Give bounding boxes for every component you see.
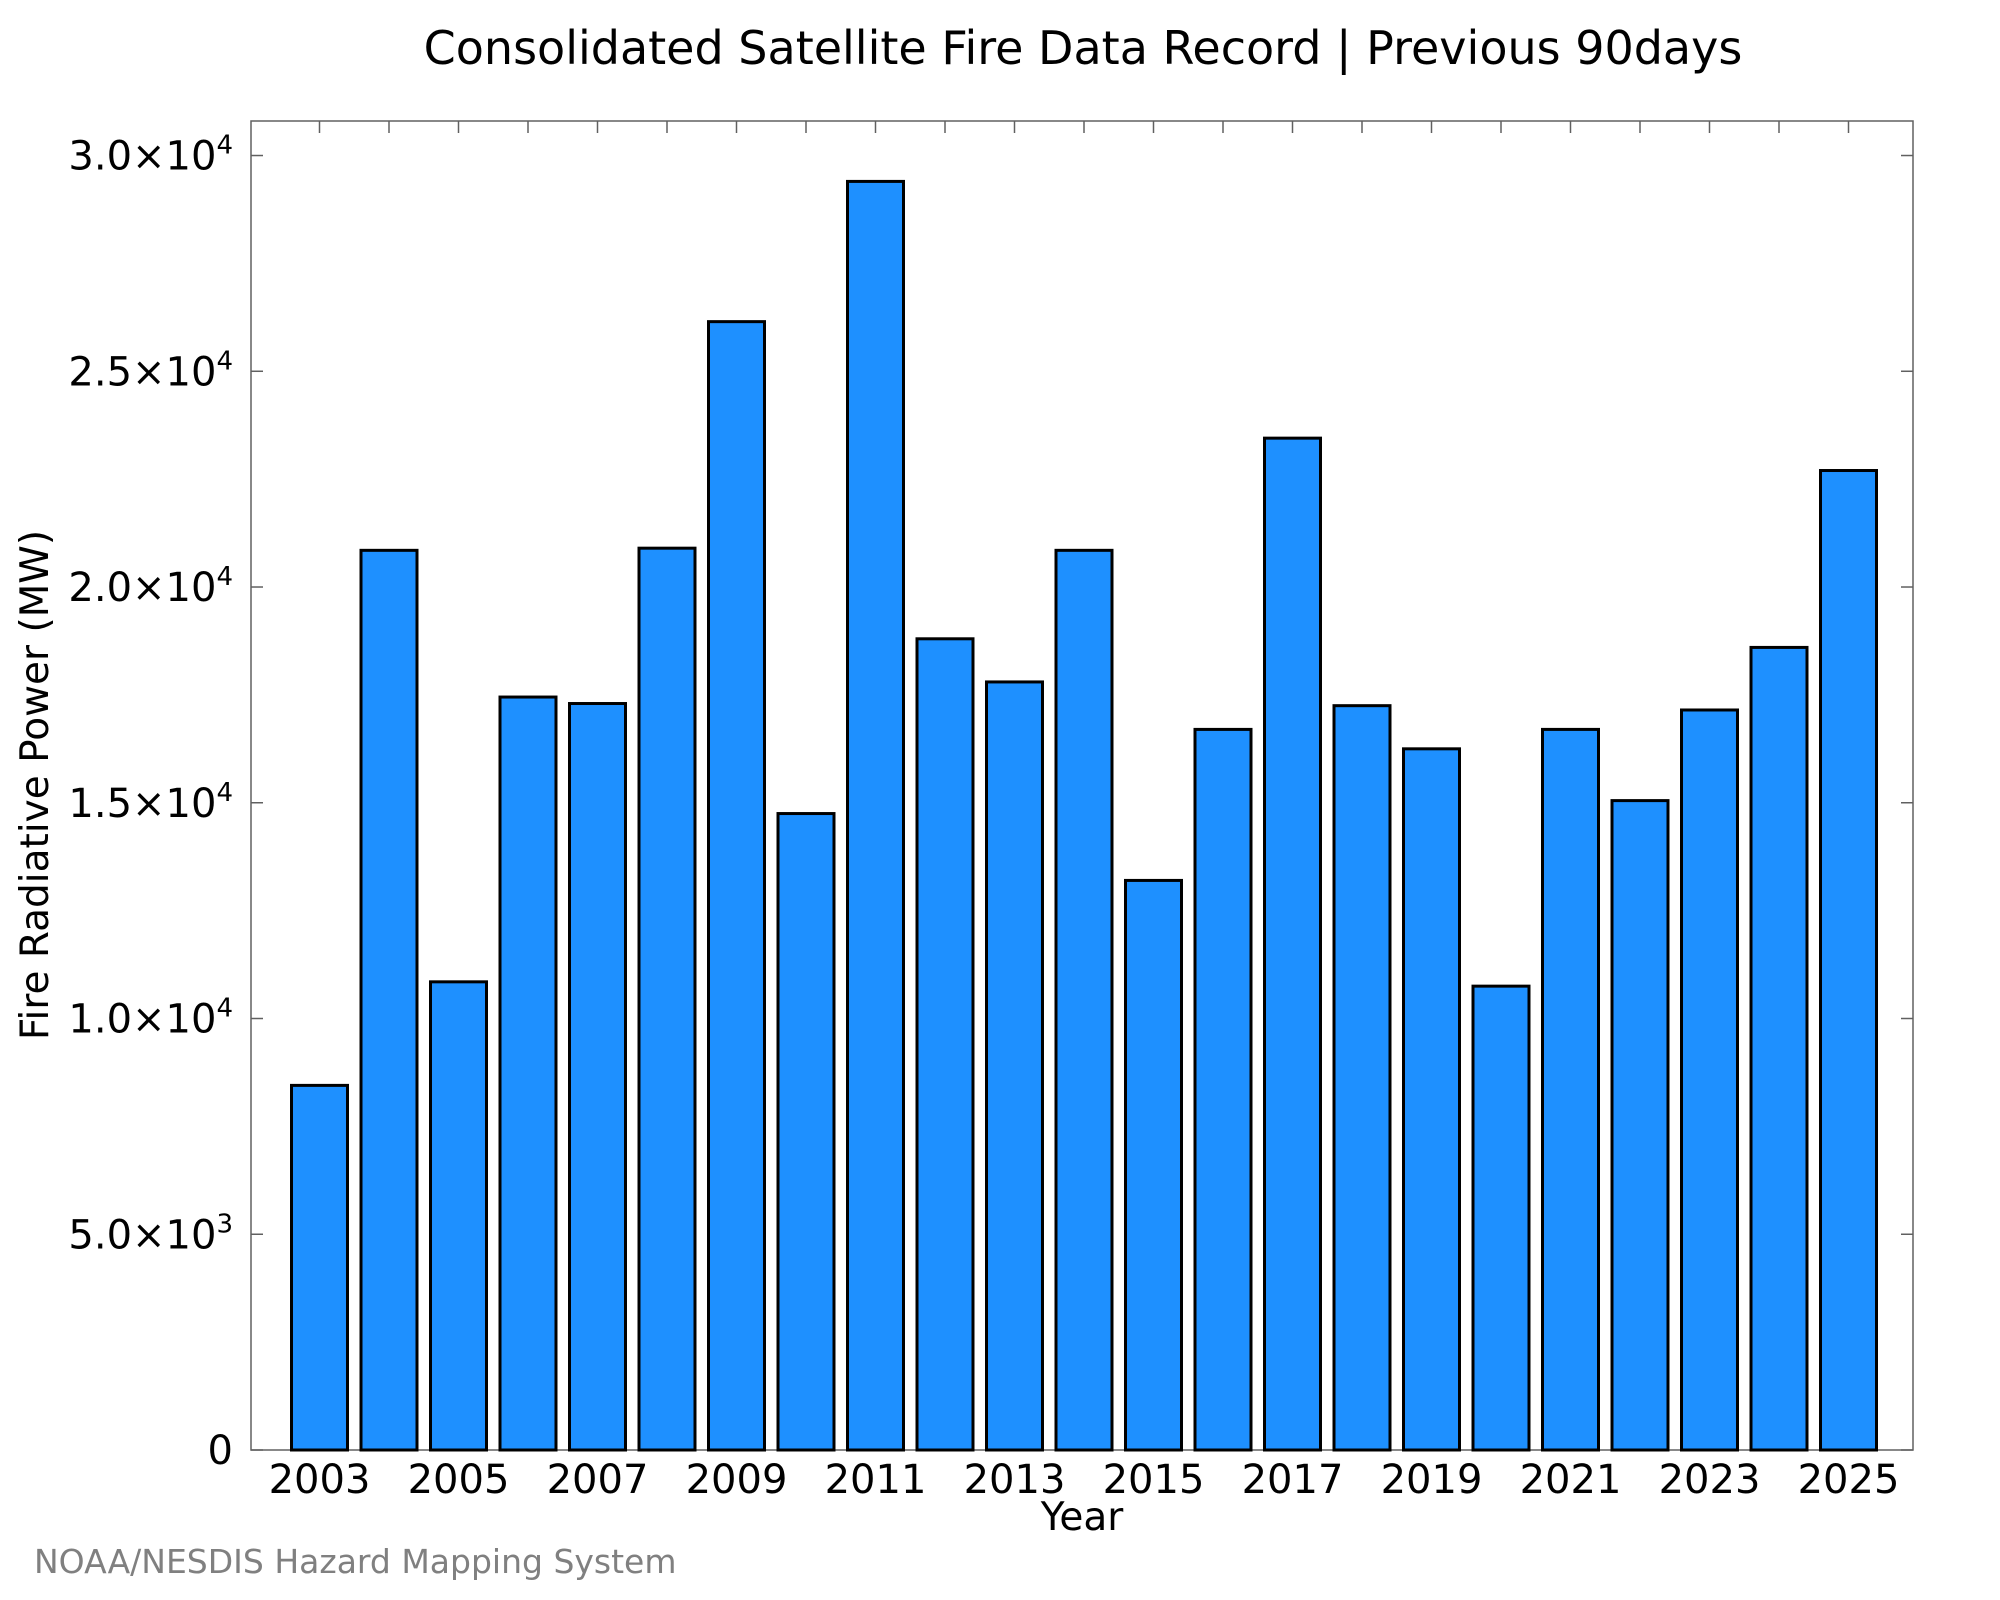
x-axis-ticks: 2003 2005 2007 2009 2011 2013 2015 2017 2019 2021… [269, 121, 1900, 1503]
bar-2010 [776, 812, 836, 1452]
x-tick-label: 2015 [1103, 1457, 1205, 1503]
bar-2003 [290, 1083, 349, 1452]
chart-title: Consolidated Satellite Fire Data Record … [424, 21, 1743, 76]
y-tick-label: 1.0×104 [68, 994, 233, 1043]
y-axis-ticks: 0 5.0×103 1.0×104 1.5×104 2.0×104 2.5×104 3.0×… [68, 131, 1913, 1474]
x-tick-label: 2005 [408, 1457, 510, 1503]
bar-2022 [1610, 799, 1670, 1452]
bar-2015 [1124, 878, 1183, 1452]
bar-2024 [1749, 645, 1809, 1452]
y-tick-label: 2.0×104 [68, 562, 233, 611]
bar-2017 [1263, 436, 1322, 1452]
x-tick-label: 2013 [964, 1457, 1066, 1503]
bar-2008 [637, 546, 697, 1452]
bar-2013 [985, 680, 1044, 1452]
bar-2004 [359, 548, 419, 1452]
y-tick-label: 2.5×104 [68, 346, 233, 395]
x-tick-label: 2017 [1242, 1457, 1344, 1503]
bar-2018 [1332, 704, 1392, 1452]
y-tick-label: 0 [208, 1428, 233, 1474]
y-axis-title: Fire Radiative Power (MW) [13, 530, 58, 1040]
y-tick-label: 3.0×104 [68, 131, 233, 180]
x-tick-label: 2009 [686, 1457, 788, 1503]
bar-2009 [707, 320, 766, 1452]
x-tick-label: 2007 [547, 1457, 649, 1503]
x-tick-label: 2025 [1798, 1457, 1900, 1503]
bar-2007 [568, 702, 627, 1452]
bar-2016 [1193, 727, 1253, 1452]
x-tick-label: 2019 [1381, 1457, 1483, 1503]
bar-2014 [1054, 548, 1114, 1452]
x-tick-label: 2023 [1659, 1457, 1761, 1503]
bars-group [290, 179, 1878, 1452]
bar-2011 [846, 179, 905, 1452]
x-tick-label: 2021 [1520, 1457, 1622, 1503]
y-tick-label: 1.5×104 [68, 778, 233, 827]
x-tick-label: 2003 [269, 1457, 371, 1503]
y-tick-label: 5.0×103 [68, 1209, 233, 1258]
bar-2005 [429, 980, 488, 1452]
x-axis-title: Year [1040, 1495, 1125, 1540]
x-tick-label: 2011 [825, 1457, 927, 1503]
bar-2019 [1402, 747, 1461, 1452]
bar-2025 [1819, 469, 1878, 1452]
bar-2020 [1471, 984, 1531, 1452]
bar-2006 [498, 695, 558, 1452]
bar-2021 [1541, 727, 1600, 1452]
credit-text: NOAA/NESDIS Hazard Mapping System [34, 1542, 677, 1581]
bar-2023 [1680, 708, 1739, 1452]
bar-2012 [915, 637, 975, 1452]
